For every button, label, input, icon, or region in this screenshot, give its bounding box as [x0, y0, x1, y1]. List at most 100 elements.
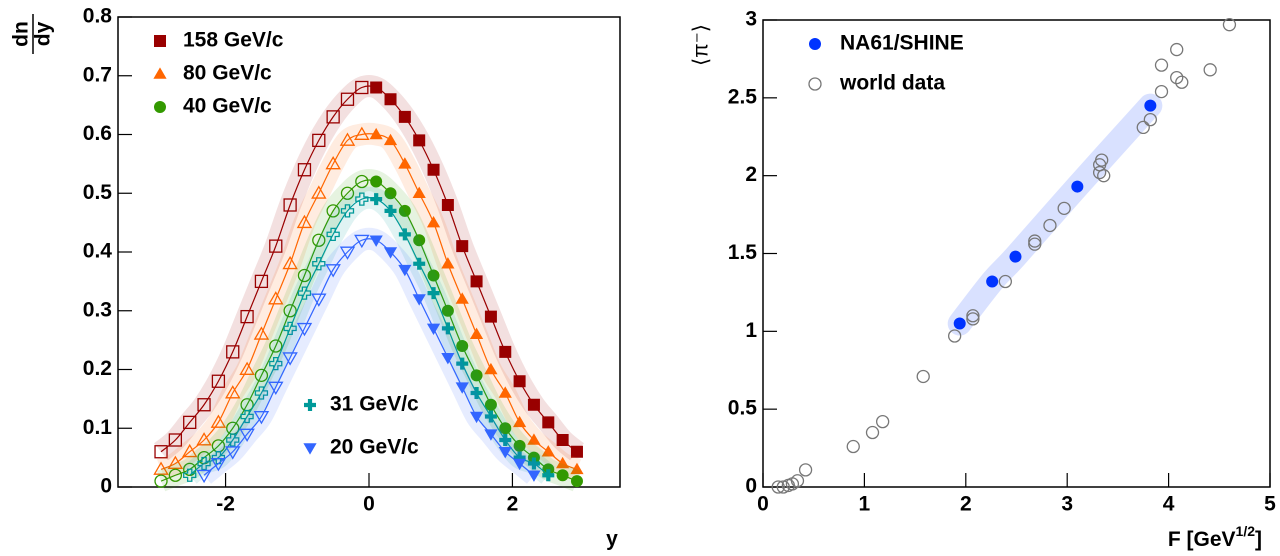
marker — [326, 204, 340, 218]
legend-label: 20 GeV/c — [330, 436, 419, 459]
marker — [441, 322, 454, 335]
marker — [527, 457, 540, 470]
marker — [484, 429, 498, 441]
marker — [370, 81, 383, 94]
marker — [413, 257, 426, 270]
marker — [1097, 169, 1111, 183]
marker — [340, 204, 355, 218]
marker — [484, 362, 498, 375]
marker — [499, 434, 512, 446]
marker — [181, 443, 198, 458]
marker — [153, 461, 169, 475]
marker — [1203, 63, 1217, 77]
y-tick-label: 0.5 — [83, 181, 113, 204]
marker — [325, 155, 341, 170]
marker — [426, 216, 441, 228]
marker — [326, 110, 340, 124]
legend-marker — [304, 399, 316, 411]
marker — [254, 386, 269, 400]
marker — [311, 293, 327, 307]
marker — [1222, 18, 1237, 32]
marker — [354, 126, 370, 140]
marker — [268, 381, 284, 396]
marker — [441, 352, 455, 365]
marker — [947, 329, 962, 343]
marker — [916, 369, 930, 384]
y-tick-label: 0.6 — [83, 122, 112, 145]
marker — [240, 309, 254, 324]
y-tick-label: 1.5 — [728, 241, 758, 264]
marker — [384, 93, 397, 106]
marker — [168, 468, 183, 482]
marker — [384, 204, 397, 217]
marker — [312, 257, 326, 271]
marker — [427, 163, 440, 176]
marker — [226, 433, 240, 447]
y-tick-label: 2.5 — [728, 85, 758, 108]
marker — [154, 445, 168, 459]
marker — [413, 234, 426, 247]
marker — [369, 127, 383, 140]
marker — [283, 321, 297, 336]
marker — [456, 340, 469, 352]
marker — [966, 312, 980, 326]
x-label: F [GeV1/2] — [1168, 523, 1262, 551]
marker — [469, 327, 484, 340]
marker — [269, 239, 283, 253]
y-tick-label: 0.4 — [83, 240, 113, 263]
legend-label: 31 GeV/c — [330, 393, 419, 416]
x-tick-label: 0 — [363, 493, 375, 516]
marker — [211, 450, 226, 465]
marker — [239, 361, 255, 375]
marker — [499, 345, 512, 358]
marker — [370, 193, 383, 206]
marker — [225, 446, 241, 460]
y-label-denominator: dy — [32, 21, 55, 46]
marker — [1170, 70, 1184, 85]
legend-marker — [809, 38, 821, 50]
marker — [513, 415, 527, 428]
marker — [369, 235, 383, 247]
legend-marker — [154, 101, 166, 113]
marker — [210, 414, 227, 428]
x-tick-label: 3 — [1061, 493, 1073, 516]
marker — [771, 480, 785, 494]
marker — [865, 425, 880, 440]
marker — [527, 433, 541, 445]
marker — [197, 456, 211, 471]
marker — [240, 409, 254, 424]
y-tick-label: 0.7 — [83, 63, 112, 86]
marker — [413, 134, 426, 147]
legend-marker — [303, 443, 317, 455]
band — [947, 93, 1163, 336]
marker — [441, 257, 455, 269]
marker — [196, 469, 212, 484]
marker — [427, 287, 440, 300]
marker — [183, 415, 197, 430]
legend-label: NA61/SHINE — [840, 32, 964, 55]
y-label: ⟨π⁻⟩ — [690, 24, 713, 66]
marker — [325, 264, 341, 278]
y-tick-label: 2 — [745, 163, 757, 186]
legend-marker — [153, 67, 167, 79]
marker — [268, 291, 284, 305]
marker — [412, 294, 426, 306]
marker — [790, 474, 805, 488]
marker — [398, 110, 411, 123]
marker — [297, 163, 312, 177]
marker — [1144, 99, 1157, 112]
y-tick-label: 0.1 — [83, 416, 113, 439]
marker — [383, 133, 398, 146]
marker — [455, 292, 469, 304]
marker — [226, 345, 240, 359]
marker — [556, 434, 569, 446]
marker — [570, 445, 583, 458]
legend-label: 80 GeV/c — [183, 62, 272, 85]
marker — [484, 410, 497, 423]
marker — [499, 422, 512, 435]
marker — [513, 458, 527, 471]
x-label-sup: 1/2 — [1236, 523, 1256, 539]
marker — [527, 398, 540, 411]
marker — [570, 462, 584, 475]
